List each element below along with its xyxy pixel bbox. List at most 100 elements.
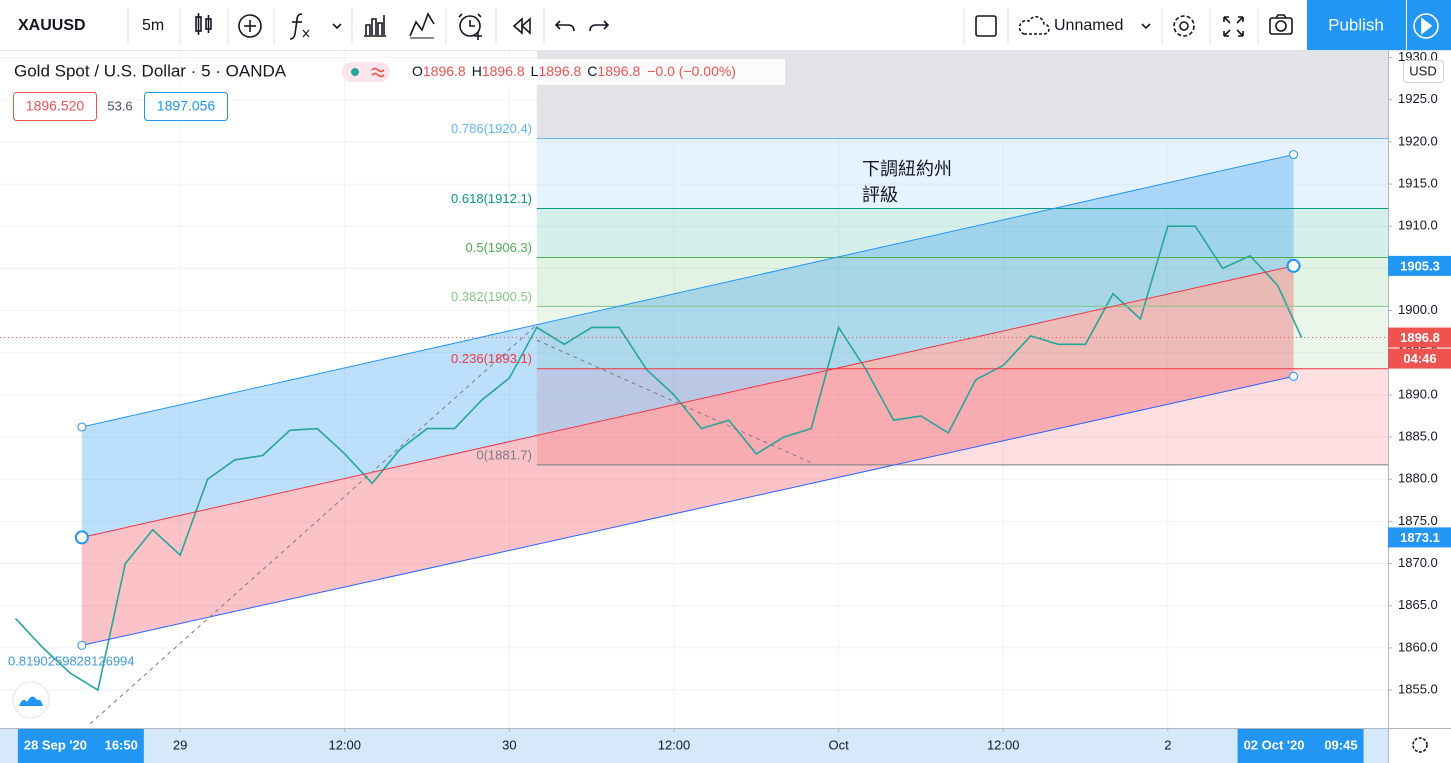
x-tick-label: 29 (173, 737, 187, 752)
fib-zone (536, 257, 1388, 307)
ohlc-change: −0.0 (−0.00%) (647, 63, 736, 79)
ohlc-key: O (412, 63, 423, 79)
channel-handle (1286, 258, 1301, 273)
ohlc-key: L (531, 63, 539, 79)
annotation: 評級 (862, 185, 898, 205)
spread: 53.6 (107, 98, 132, 113)
y-tick-label: 1900.0 (1398, 302, 1438, 317)
ohlc-key: H (472, 63, 482, 79)
replay-icon[interactable] (512, 17, 531, 35)
y-tick-label: 1855.0 (1398, 681, 1438, 696)
fib-label: 0.236(1893.1) (451, 351, 532, 366)
channel-line (81, 265, 1294, 538)
fib-label: 0.5(1906.3) (466, 240, 533, 255)
countdown: 04:46 (1403, 351, 1436, 366)
y-tick-label: 1865.0 (1398, 597, 1438, 612)
templates-icon[interactable] (364, 15, 386, 37)
trend-line (536, 339, 811, 463)
compare-icon[interactable] (238, 14, 262, 38)
price-label: 1896.8 (1400, 330, 1440, 345)
channel-upper-zone (81, 154, 1294, 538)
symbol[interactable]: XAUUSD (18, 17, 86, 34)
layout-name[interactable]: Unnamed (1054, 17, 1123, 34)
crosshair-time: 16:50 (105, 737, 138, 752)
select-icon[interactable] (975, 15, 997, 37)
ohlc-values: O1896.8 H1896.8 L1896.8 C1896.8 −0.0 (−0.00%… (412, 63, 736, 79)
time-axis-bg (0, 728, 1388, 763)
fullscreen-icon[interactable] (1223, 16, 1244, 37)
price-label-box (1388, 527, 1451, 548)
fib-zone (536, 368, 1388, 465)
ohlc-bg (405, 59, 785, 85)
interval[interactable]: 5m (142, 17, 164, 34)
fib-zone (536, 138, 1388, 209)
x-tick-label: 12:00 (328, 737, 361, 752)
channel-handle (1289, 371, 1299, 381)
crosshair-time-box (1237, 729, 1364, 763)
x-tick-label: 30 (502, 737, 516, 752)
fib-label: 0.786(1920.4) (451, 121, 532, 136)
symbol-title: Gold Spot / U.S. Dollar · 5 · OANDA (14, 61, 287, 80)
y-tick-label: 1875.0 (1398, 513, 1438, 528)
fib-label: 0.382(1900.5) (451, 289, 532, 304)
price-label: 1905.3 (1400, 258, 1440, 273)
publish-button[interactable] (1307, 0, 1406, 50)
price-label-box (1388, 327, 1451, 348)
alert-icon[interactable] (458, 13, 482, 40)
ask: 1897.056 (157, 98, 216, 114)
channel-handle (1289, 150, 1299, 160)
channel-handle (77, 422, 87, 432)
y-tick-label: 1915.0 (1398, 176, 1438, 191)
currency-box (1403, 60, 1444, 83)
crosshair-date: 28 Sep '20 (24, 737, 87, 752)
logo (19, 696, 43, 706)
channel-handle (74, 530, 89, 545)
price-line (14, 225, 1303, 692)
toolbar-bg (0, 0, 1451, 50)
publish-label[interactable]: Publish (1328, 15, 1384, 34)
ohlc-key: C (587, 63, 597, 79)
price-axis-bg (1388, 50, 1451, 763)
market-open-dot (351, 68, 359, 76)
channel-lower-zone (81, 265, 1294, 646)
x-tick-label: 12:00 (987, 737, 1020, 752)
axis-settings-icon[interactable] (1412, 737, 1428, 753)
channel-line (81, 154, 1294, 428)
snapshot-icon[interactable] (1269, 14, 1293, 35)
y-tick-label: 1890.0 (1398, 386, 1438, 401)
y-tick-label: 1885.0 (1398, 429, 1438, 444)
y-tick-label: 1870.0 (1398, 555, 1438, 570)
channel-handle (77, 640, 87, 650)
ohlc-value: 1896.8 (538, 63, 581, 79)
redo-icon[interactable] (589, 20, 610, 32)
countdown-box (1388, 348, 1451, 369)
annotation: 下調紐約州 (862, 159, 952, 179)
delayed-icon (371, 67, 385, 78)
y-tick-label: 1880.0 (1398, 471, 1438, 486)
status-pill (342, 62, 390, 82)
price-label: 1873.1 (1400, 530, 1440, 545)
alert-indicators-icon[interactable] (409, 12, 435, 39)
y-tick-label: 1920.0 (1398, 133, 1438, 148)
ask-box[interactable] (144, 92, 228, 121)
undo-icon[interactable] (554, 20, 575, 32)
y-tick-label: 1910.0 (1398, 218, 1438, 233)
currency: USD (1409, 63, 1436, 78)
y-tick-label: 1925.0 (1398, 91, 1438, 106)
x-tick-label: 2 (1164, 737, 1171, 752)
crosshair-date: 02 Oct '20 (1244, 737, 1305, 752)
bid: 1896.520 (26, 98, 85, 114)
crosshair-time: 09:45 (1324, 737, 1357, 752)
indicators-icon[interactable] (289, 13, 342, 40)
settings-icon[interactable] (1173, 15, 1195, 37)
chart-type-icon[interactable] (195, 13, 212, 35)
layout-menu-icon[interactable] (1141, 23, 1151, 30)
ohlc-value: 1896.8 (597, 63, 640, 79)
trend-line (89, 324, 538, 725)
bid-box[interactable] (13, 92, 97, 121)
fib-zone (536, 306, 1388, 369)
channel-line (81, 375, 1294, 646)
trend-line-label: 0.8190259828126994 (8, 653, 135, 668)
cloud-icon (1018, 16, 1050, 35)
